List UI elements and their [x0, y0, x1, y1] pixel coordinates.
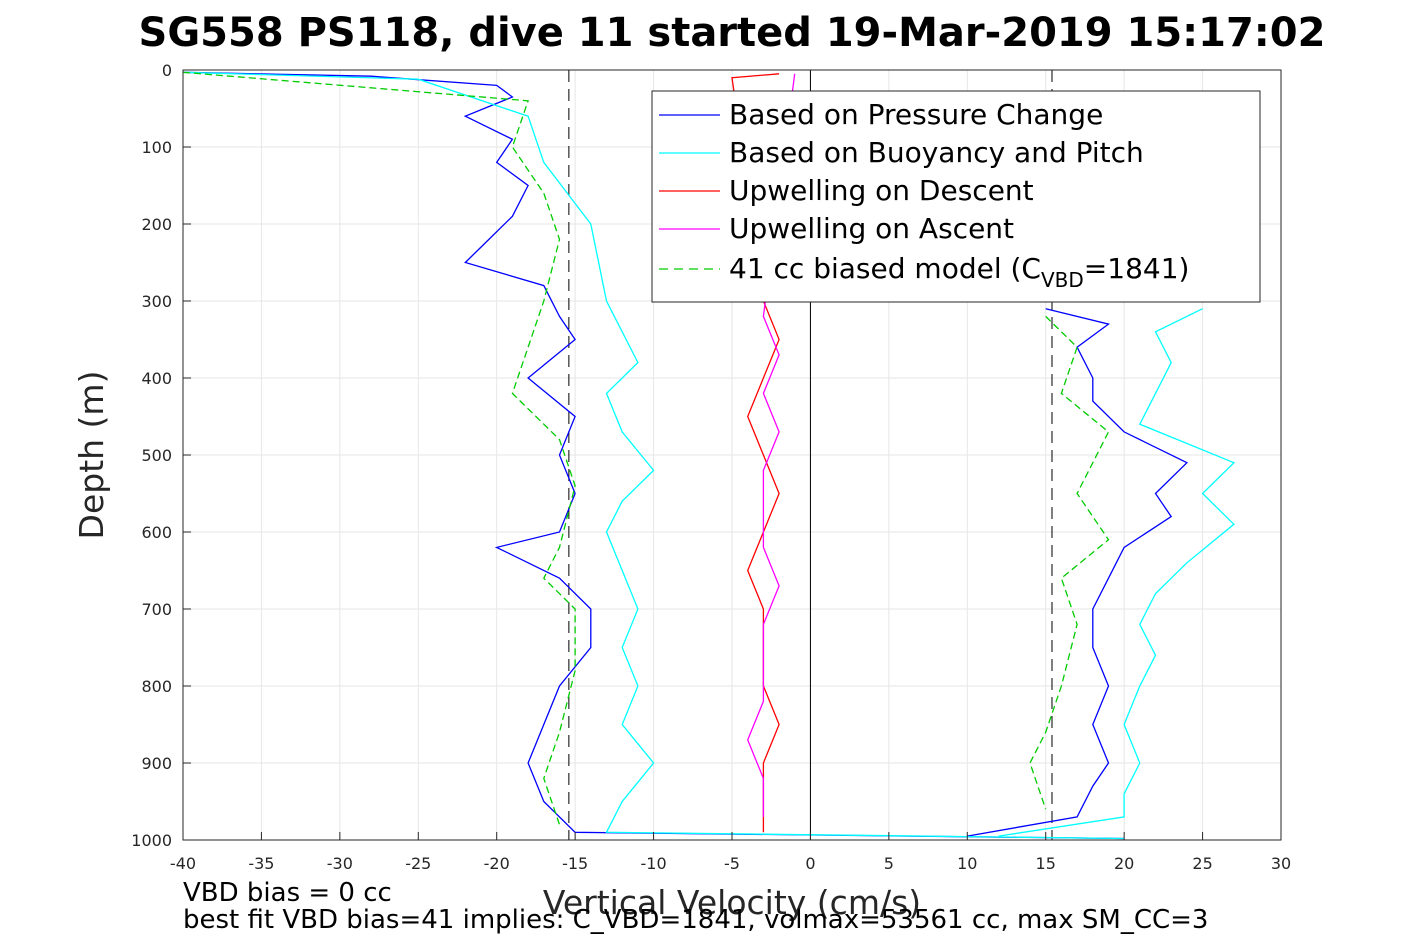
x-tick-label: -25 — [405, 854, 431, 873]
x-tick-label: 10 — [957, 854, 977, 873]
series-0-ascent-line — [967, 308, 1189, 837]
x-tick-label: -30 — [327, 854, 353, 873]
legend-model-sub: VBD — [1041, 268, 1084, 292]
y-tick-label: 600 — [141, 523, 172, 542]
series-3-profile-line — [746, 73, 796, 817]
x-tick-label: -5 — [724, 854, 740, 873]
series-1-ascent-line — [998, 308, 1236, 837]
y-axis-label: Depth (m) — [72, 371, 111, 540]
legend-label-model: 41 cc biased model (CVBD=1841) — [729, 252, 1189, 292]
x-axis-ticks: -40 -35 -30 -25 -20 -15 -10 -5 0 5 10 15 20 25 30 — [170, 832, 1291, 873]
legend-label-buoyancy: Based on Buoyancy and Pitch — [729, 136, 1144, 169]
legend-model-prefix: 41 cc biased model (C — [729, 252, 1041, 285]
x-tick-label: 5 — [884, 854, 894, 873]
y-tick-label: 100 — [141, 138, 172, 157]
series-lines — [182, 71, 1236, 840]
y-tick-label: 900 — [141, 754, 172, 773]
y-tick-label: 1000 — [131, 831, 172, 850]
x-tick-label: 15 — [1036, 854, 1056, 873]
x-tick-label: 20 — [1114, 854, 1134, 873]
y-tick-label: 300 — [141, 292, 172, 311]
y-tick-label: 500 — [141, 446, 172, 465]
legend-label-pressure: Based on Pressure Change — [729, 98, 1103, 131]
x-tick-label: -10 — [641, 854, 667, 873]
y-tick-label: 800 — [141, 677, 172, 696]
chart-title: SG558 PS118, dive 11 started 19-Mar-2019… — [139, 10, 1326, 56]
y-tick-label: 200 — [141, 215, 172, 234]
x-tick-label: -35 — [248, 854, 274, 873]
y-tick-label: 700 — [141, 600, 172, 619]
series-4-ascent-line — [1029, 315, 1110, 810]
x-tick-label: -20 — [484, 854, 510, 873]
legend-label-upwelling-descent: Upwelling on Descent — [729, 174, 1034, 207]
y-tick-label: 400 — [141, 369, 172, 388]
x-tick-label: -40 — [170, 854, 196, 873]
y-axis-ticks: 0 100 200 300 400 500 600 700 800 900 1000 — [131, 61, 191, 850]
series-0-descent-line — [182, 71, 1125, 840]
x-tick-label: 25 — [1192, 854, 1212, 873]
legend-label-upwelling-ascent: Upwelling on Ascent — [729, 212, 1014, 245]
legend-box — [651, 90, 1261, 303]
x-tick-label: 30 — [1271, 854, 1291, 873]
legend-model-suffix: =1841) — [1084, 252, 1190, 285]
note-best-fit: best fit VBD bias=41 implies: C_VBD=1841… — [183, 905, 1208, 935]
series-4-descent-line — [182, 71, 576, 825]
x-tick-label: -15 — [562, 854, 588, 873]
x-axis-label: Vertical Velocity (cm/s) — [543, 883, 921, 922]
x-tick-label: 0 — [805, 854, 815, 873]
y-tick-label: 0 — [162, 61, 172, 80]
series-1-descent-line — [182, 71, 1125, 840]
note-vbd-bias: VBD bias = 0 cc — [183, 878, 392, 908]
legend: Based on Pressure Change Based on Buoyan… — [651, 90, 1261, 303]
